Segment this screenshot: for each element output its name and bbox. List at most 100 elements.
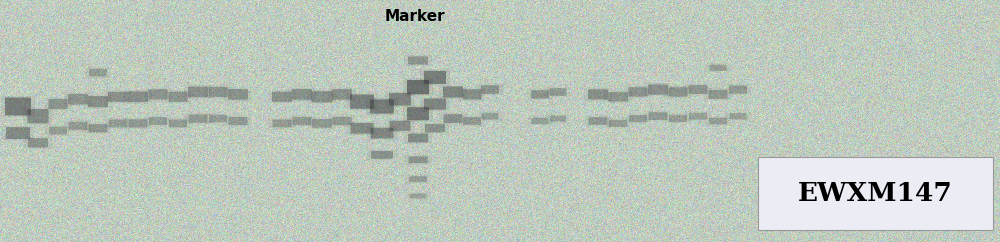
FancyBboxPatch shape bbox=[5, 98, 31, 115]
FancyBboxPatch shape bbox=[458, 88, 485, 101]
FancyBboxPatch shape bbox=[550, 116, 566, 121]
FancyBboxPatch shape bbox=[408, 134, 428, 142]
FancyBboxPatch shape bbox=[669, 87, 688, 97]
FancyBboxPatch shape bbox=[424, 98, 446, 110]
FancyBboxPatch shape bbox=[527, 89, 553, 100]
FancyBboxPatch shape bbox=[421, 123, 449, 134]
FancyBboxPatch shape bbox=[649, 112, 668, 120]
FancyBboxPatch shape bbox=[629, 87, 648, 97]
FancyBboxPatch shape bbox=[350, 94, 374, 109]
FancyBboxPatch shape bbox=[404, 132, 432, 144]
FancyBboxPatch shape bbox=[648, 84, 668, 95]
FancyBboxPatch shape bbox=[629, 115, 647, 122]
FancyBboxPatch shape bbox=[665, 86, 692, 98]
FancyBboxPatch shape bbox=[710, 65, 726, 71]
FancyBboxPatch shape bbox=[588, 89, 608, 99]
FancyBboxPatch shape bbox=[386, 119, 415, 132]
FancyBboxPatch shape bbox=[44, 98, 72, 111]
FancyBboxPatch shape bbox=[68, 94, 88, 105]
FancyBboxPatch shape bbox=[366, 98, 398, 115]
FancyBboxPatch shape bbox=[188, 87, 208, 97]
FancyBboxPatch shape bbox=[407, 107, 429, 120]
FancyBboxPatch shape bbox=[144, 88, 172, 101]
FancyBboxPatch shape bbox=[704, 88, 732, 100]
FancyBboxPatch shape bbox=[366, 126, 397, 140]
FancyBboxPatch shape bbox=[224, 88, 252, 101]
FancyBboxPatch shape bbox=[367, 150, 397, 160]
FancyBboxPatch shape bbox=[463, 117, 481, 125]
FancyBboxPatch shape bbox=[584, 88, 612, 101]
FancyBboxPatch shape bbox=[268, 90, 296, 103]
FancyBboxPatch shape bbox=[24, 136, 52, 149]
FancyBboxPatch shape bbox=[531, 90, 549, 98]
FancyBboxPatch shape bbox=[439, 85, 467, 99]
FancyBboxPatch shape bbox=[459, 116, 485, 126]
FancyBboxPatch shape bbox=[390, 121, 411, 131]
FancyBboxPatch shape bbox=[408, 56, 428, 65]
FancyBboxPatch shape bbox=[588, 117, 608, 125]
FancyBboxPatch shape bbox=[332, 89, 352, 100]
FancyBboxPatch shape bbox=[725, 84, 751, 95]
FancyBboxPatch shape bbox=[385, 91, 415, 107]
FancyBboxPatch shape bbox=[49, 127, 67, 135]
FancyBboxPatch shape bbox=[532, 118, 549, 124]
FancyBboxPatch shape bbox=[64, 92, 92, 106]
FancyBboxPatch shape bbox=[443, 86, 463, 98]
FancyBboxPatch shape bbox=[546, 87, 571, 97]
FancyBboxPatch shape bbox=[108, 92, 128, 102]
FancyBboxPatch shape bbox=[124, 90, 152, 104]
FancyBboxPatch shape bbox=[403, 78, 433, 96]
FancyBboxPatch shape bbox=[224, 115, 251, 127]
FancyBboxPatch shape bbox=[624, 86, 652, 98]
FancyBboxPatch shape bbox=[2, 126, 34, 140]
FancyBboxPatch shape bbox=[425, 124, 445, 132]
FancyBboxPatch shape bbox=[88, 96, 108, 107]
FancyBboxPatch shape bbox=[370, 99, 394, 113]
FancyBboxPatch shape bbox=[404, 155, 432, 165]
FancyBboxPatch shape bbox=[272, 92, 292, 102]
FancyBboxPatch shape bbox=[184, 113, 212, 124]
FancyBboxPatch shape bbox=[730, 113, 746, 119]
Text: Marker: Marker bbox=[385, 9, 445, 24]
FancyBboxPatch shape bbox=[27, 109, 48, 123]
FancyBboxPatch shape bbox=[308, 118, 336, 129]
FancyBboxPatch shape bbox=[403, 106, 433, 122]
FancyBboxPatch shape bbox=[346, 93, 378, 110]
FancyBboxPatch shape bbox=[169, 120, 187, 127]
FancyBboxPatch shape bbox=[424, 71, 446, 84]
FancyBboxPatch shape bbox=[481, 85, 499, 94]
FancyBboxPatch shape bbox=[328, 88, 356, 101]
FancyBboxPatch shape bbox=[409, 176, 427, 182]
FancyBboxPatch shape bbox=[328, 115, 356, 127]
FancyBboxPatch shape bbox=[584, 116, 612, 126]
FancyBboxPatch shape bbox=[292, 117, 312, 125]
FancyBboxPatch shape bbox=[729, 85, 747, 94]
FancyBboxPatch shape bbox=[410, 194, 426, 198]
Text: EWXM147: EWXM147 bbox=[798, 181, 953, 206]
FancyBboxPatch shape bbox=[688, 85, 708, 94]
FancyBboxPatch shape bbox=[758, 157, 993, 230]
FancyBboxPatch shape bbox=[84, 123, 111, 134]
FancyBboxPatch shape bbox=[440, 113, 466, 124]
FancyBboxPatch shape bbox=[709, 118, 727, 124]
FancyBboxPatch shape bbox=[404, 55, 432, 66]
FancyBboxPatch shape bbox=[444, 114, 462, 123]
FancyBboxPatch shape bbox=[88, 124, 108, 132]
FancyBboxPatch shape bbox=[407, 80, 429, 94]
FancyBboxPatch shape bbox=[164, 90, 191, 103]
FancyBboxPatch shape bbox=[188, 114, 208, 123]
FancyBboxPatch shape bbox=[482, 113, 498, 120]
FancyBboxPatch shape bbox=[128, 119, 148, 128]
FancyBboxPatch shape bbox=[124, 118, 152, 129]
FancyBboxPatch shape bbox=[288, 115, 316, 127]
FancyBboxPatch shape bbox=[308, 90, 336, 104]
FancyBboxPatch shape bbox=[168, 92, 187, 102]
FancyBboxPatch shape bbox=[84, 95, 112, 109]
FancyBboxPatch shape bbox=[292, 89, 312, 100]
FancyBboxPatch shape bbox=[28, 138, 48, 148]
FancyBboxPatch shape bbox=[149, 117, 167, 125]
FancyBboxPatch shape bbox=[708, 90, 728, 99]
FancyBboxPatch shape bbox=[462, 89, 482, 99]
FancyBboxPatch shape bbox=[371, 151, 393, 159]
FancyBboxPatch shape bbox=[24, 107, 52, 125]
